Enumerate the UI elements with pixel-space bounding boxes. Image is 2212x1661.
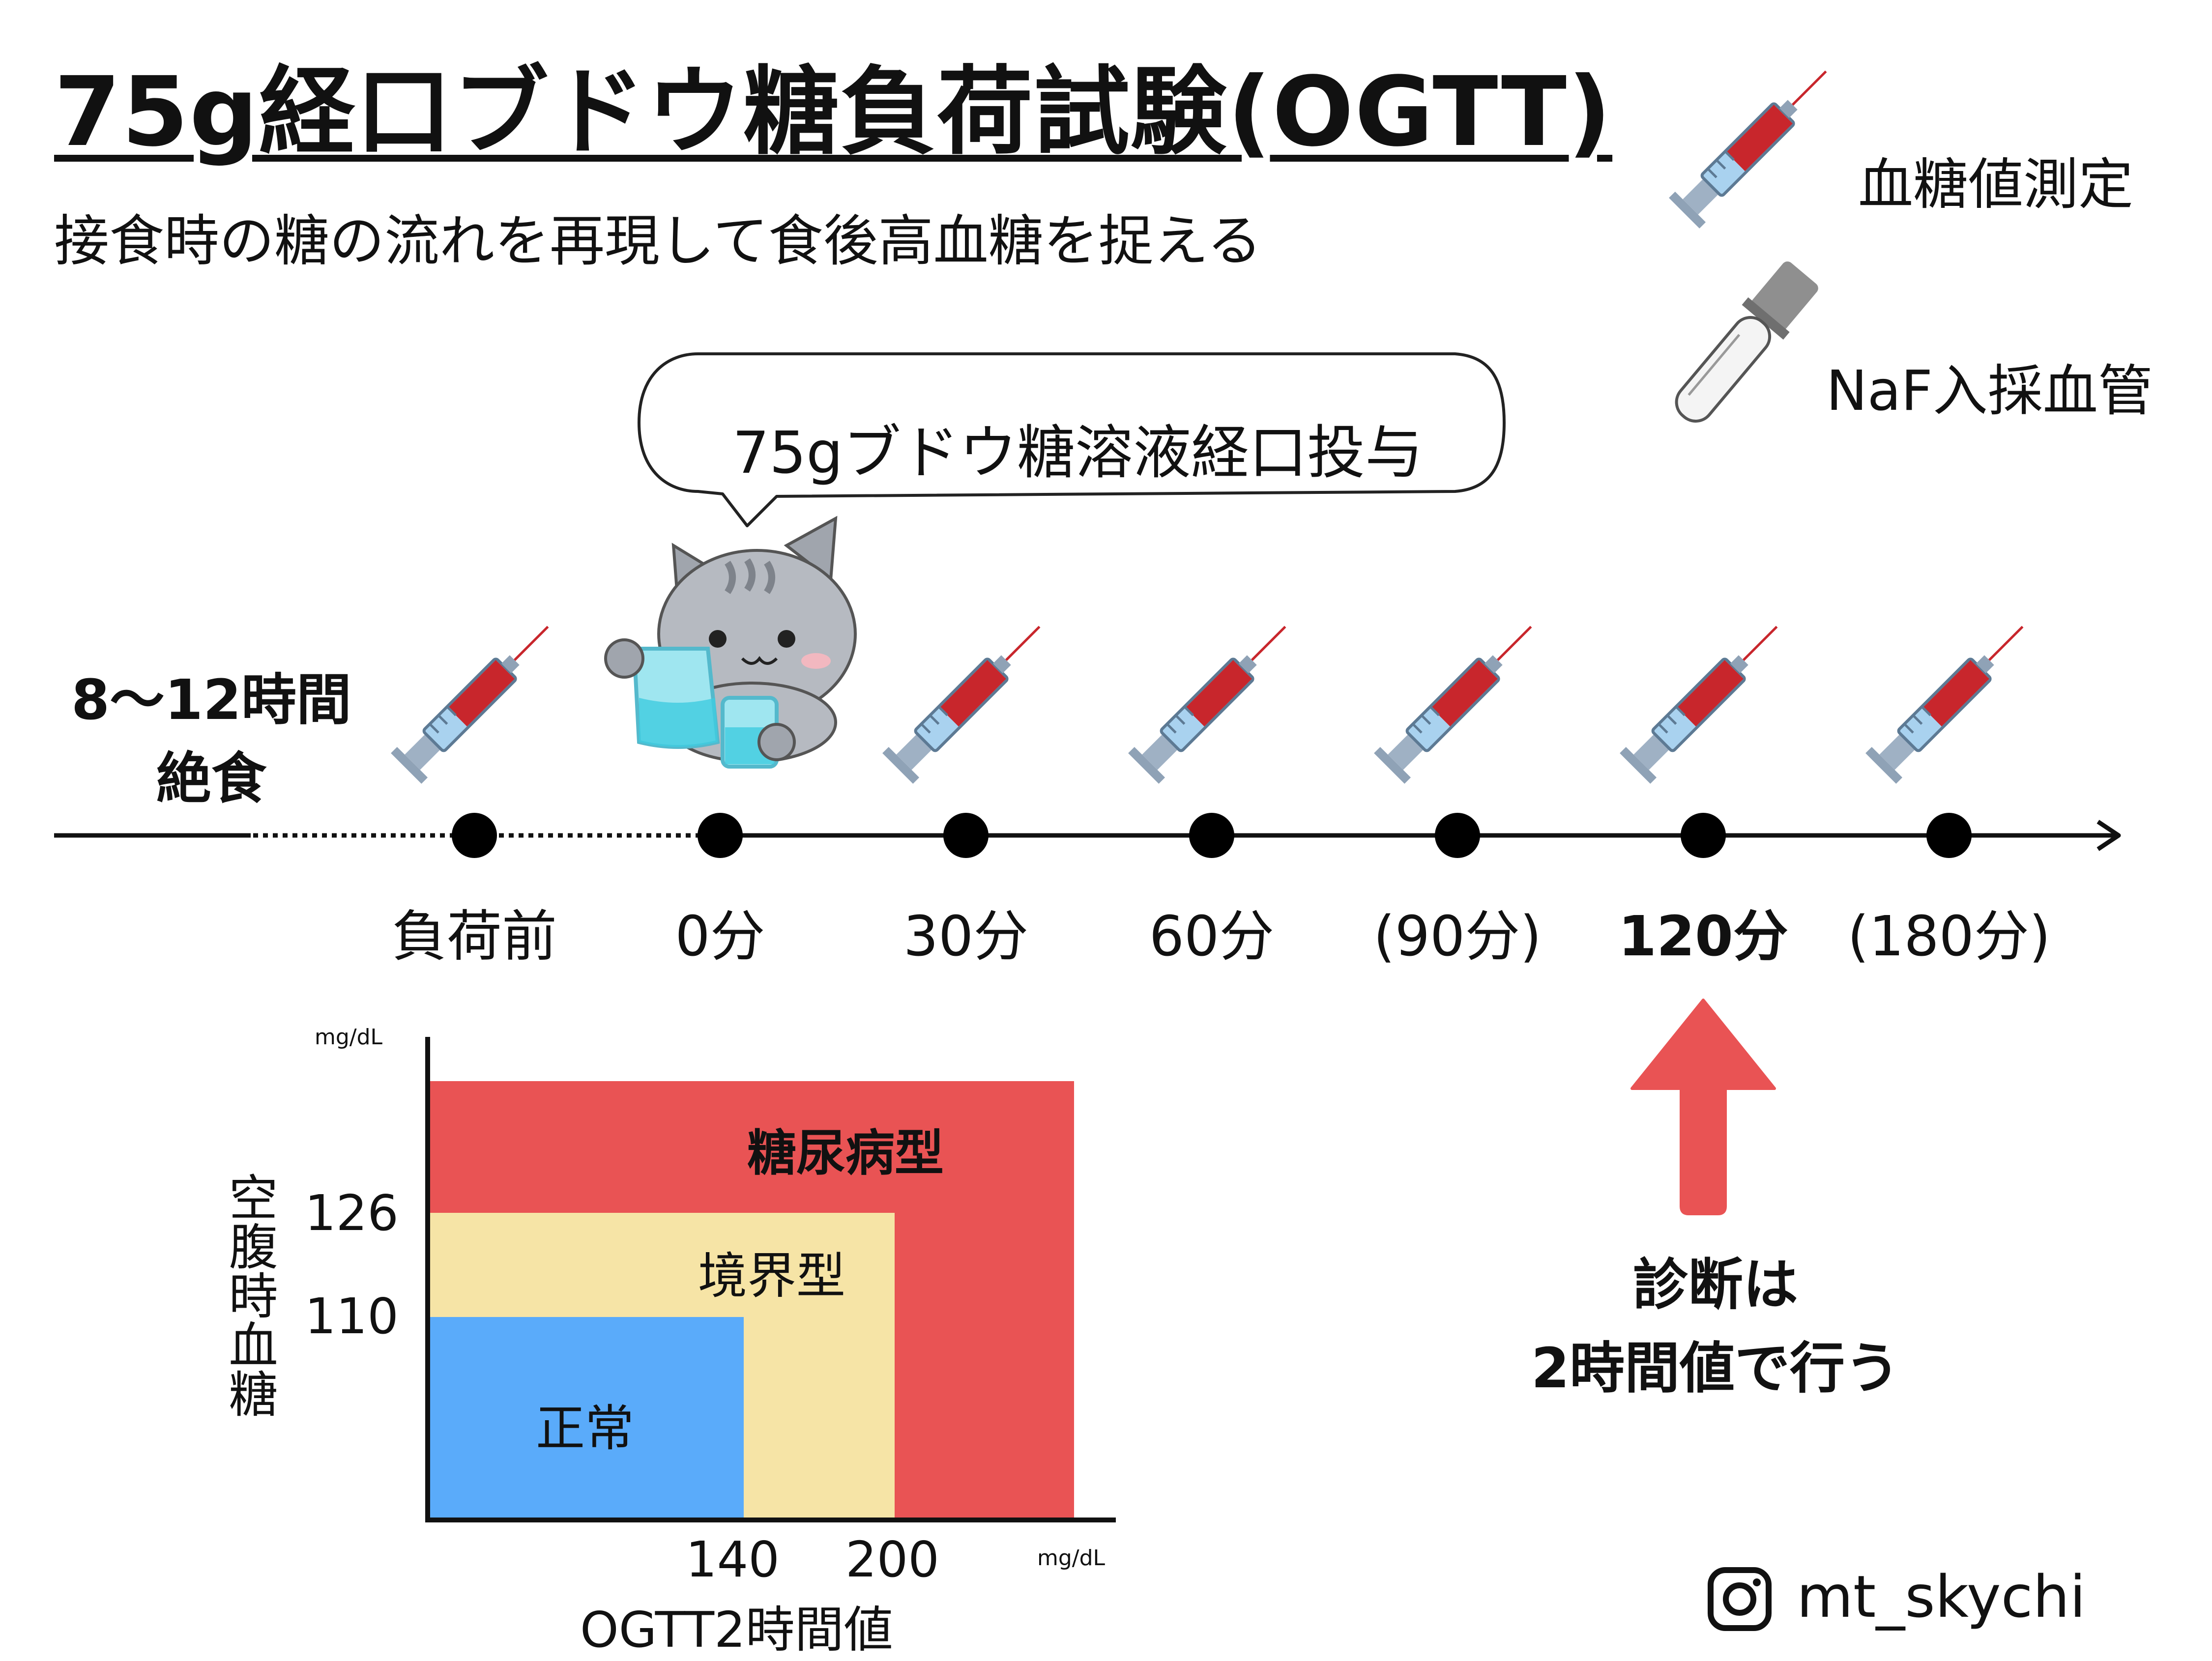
timepoint-label-120: 120分 bbox=[1618, 905, 1788, 969]
page-title: 75g経口ブドウ糖負荷試験(OGTT) bbox=[54, 56, 1613, 168]
timepoint-label-0: 0分 bbox=[675, 905, 765, 969]
zone-normal-label: 正常 bbox=[536, 1400, 634, 1457]
diagnosis-line-1: 診断は bbox=[1633, 1253, 1798, 1317]
timepoint-dots bbox=[452, 813, 1972, 858]
y-tick-110: 110 bbox=[305, 1288, 399, 1345]
zone-diabetes-label: 糖尿病型 bbox=[747, 1124, 944, 1182]
diagnosis-line-2: 2時間値で行う bbox=[1531, 1337, 1900, 1401]
syringe-icon bbox=[1374, 611, 1546, 784]
timepoint-label-pre: 負荷前 bbox=[392, 905, 557, 969]
syringe-icon bbox=[1620, 611, 1792, 784]
red-up-arrow bbox=[1630, 999, 1776, 1215]
classification-chart bbox=[425, 1037, 1116, 1522]
syringe-icon bbox=[1865, 611, 2038, 784]
syringe-icon bbox=[1128, 611, 1301, 784]
timepoint-label-90: (90分) bbox=[1373, 905, 1542, 969]
x-tick-200: 200 bbox=[845, 1531, 939, 1588]
timepoint-dot bbox=[1681, 813, 1726, 858]
instagram-handle: mt_skychi bbox=[1797, 1563, 2086, 1631]
x-tick-140: 140 bbox=[686, 1531, 780, 1588]
fasting-label: 8〜12時間 絶食 bbox=[59, 661, 364, 818]
syringe-icon bbox=[882, 611, 1055, 784]
page-subtitle: 接食時の糖の流れを再現して食後高血糖を捉える bbox=[54, 209, 1262, 273]
timepoint-label-60: 60分 bbox=[1149, 905, 1275, 969]
x-unit-label: mg/dL bbox=[1037, 1546, 1106, 1571]
legend-syringe-icon bbox=[1669, 56, 1841, 229]
timepoint-label-30: 30分 bbox=[903, 905, 1029, 969]
zone-borderline-label: 境界型 bbox=[698, 1247, 845, 1305]
timepoint-dot bbox=[452, 813, 497, 858]
legend-tube-label: NaF入採血管 bbox=[1826, 359, 2153, 423]
timepoint-dot bbox=[698, 813, 743, 858]
timepoint-dot bbox=[1435, 813, 1480, 858]
instagram-icon bbox=[1708, 1567, 1772, 1631]
legend-syringe-label: 血糖値測定 bbox=[1858, 153, 2133, 217]
timeline bbox=[54, 820, 2121, 851]
timepoint-label-180: (180分) bbox=[1847, 905, 2051, 969]
y-axis-label: 空腹時血糖 bbox=[220, 1172, 278, 1418]
diagnosis-note: 診断は 2時間値で行う bbox=[1499, 1243, 1932, 1410]
timepoint-dot bbox=[1926, 813, 1972, 858]
y-tick-126: 126 bbox=[305, 1184, 399, 1242]
fasting-word: 絶食 bbox=[156, 747, 266, 811]
x-axis-label: OGTT2時間値 bbox=[580, 1601, 893, 1659]
syringe-icon bbox=[391, 611, 563, 784]
cat-character bbox=[604, 515, 857, 769]
timepoint-dot bbox=[1189, 813, 1234, 858]
fasting-hours: 8〜12時間 bbox=[71, 668, 351, 732]
timepoint-dot bbox=[943, 813, 989, 858]
speech-bubble bbox=[638, 352, 1506, 527]
y-unit-label: mg/dL bbox=[315, 1025, 383, 1050]
legend-tube-icon bbox=[1675, 261, 1818, 423]
zone-normal bbox=[429, 1317, 744, 1518]
speech-bubble-text: 75gブドウ糖溶液経口投与 bbox=[732, 419, 1424, 487]
